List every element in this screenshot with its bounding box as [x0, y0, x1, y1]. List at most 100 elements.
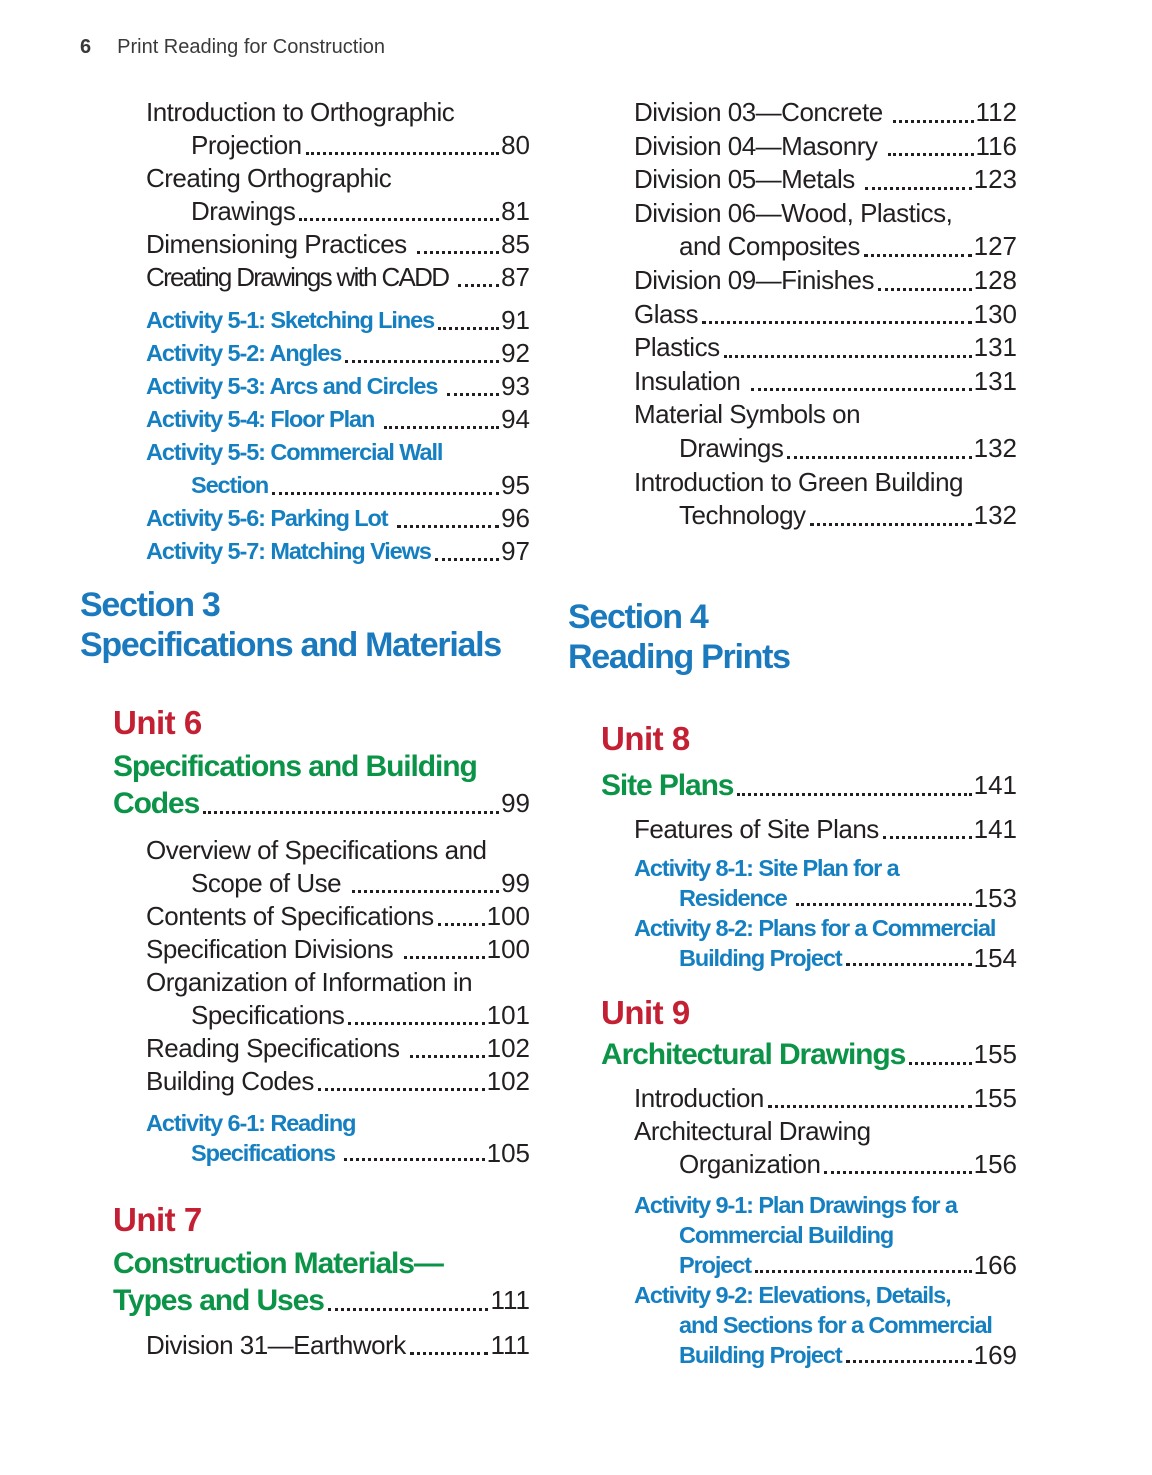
page-number: 97	[501, 536, 530, 566]
toc-line: Drawings 132	[568, 432, 1017, 466]
toc-line: Section 95	[80, 469, 530, 502]
section4: Section 4 Reading Prints	[568, 597, 1017, 677]
toc-line-text: Division 06—Wood, Plastics,	[634, 197, 953, 228]
dot-leader	[754, 1269, 972, 1273]
toc-line: Codes 99	[80, 785, 530, 822]
toc-line: Activity 5-4: Floor Plan 94	[80, 403, 530, 436]
running-head: 6 Print Reading for Construction	[80, 36, 385, 59]
toc-line: Introduction 155	[568, 1082, 1017, 1115]
unit-heading: Unit 6	[113, 704, 202, 741]
toc-line: Activity 5-7: Matching Views 97	[80, 535, 530, 568]
toc-line: Introduction to Orthographic	[80, 96, 530, 129]
toc-line-text: Specifications	[191, 1000, 345, 1030]
toc-entry: Introduction to Green Building Technology…	[568, 466, 1017, 533]
toc-line: Features of Site Plans 141	[568, 813, 1017, 846]
toc-line: Division 03—Concrete 112	[568, 96, 1017, 130]
toc-line: Specifications and Building	[80, 748, 530, 785]
toc-line-text: Activity 5-4: Floor Plan	[146, 406, 380, 432]
dot-leader	[882, 835, 972, 839]
toc-line: Specification Divisions 100	[80, 933, 530, 966]
toc-entry: Material Symbols on Drawings 132	[568, 398, 1017, 465]
toc-line: Activity 9-2: Elevations, Details,	[568, 1280, 1017, 1310]
toc-line-text: Overview of Specifications and	[146, 835, 487, 865]
toc-line-text: Creating Drawings with CADD	[146, 262, 454, 292]
page-number: 128	[973, 264, 1017, 295]
dot-leader	[410, 1055, 485, 1058]
toc-line: Architectural Drawings 155	[568, 1036, 1017, 1073]
toc-line-text: Specification Divisions	[146, 934, 400, 964]
toc-line-text: and Composites	[679, 231, 860, 262]
toc-line: Types and Uses 111	[80, 1282, 530, 1319]
toc-line: Scope of Use 99	[80, 867, 530, 900]
unit8-subtitle: Site Plans 141	[568, 767, 1017, 804]
page-number: 166	[973, 1249, 1017, 1280]
toc-entry: Activity 6-1: Reading Specifications 105	[80, 1108, 530, 1168]
toc-line-text: Project	[679, 1251, 752, 1278]
dot-leader	[327, 1308, 489, 1311]
toc-entry: Plastics 131	[568, 331, 1017, 365]
toc-line: Division 05—Metals 123	[568, 163, 1017, 197]
toc-line-text: Division 05—Metals	[634, 164, 862, 195]
dot-leader	[351, 890, 500, 893]
toc-line-text: Activity 5-5: Commercial Wall	[146, 439, 443, 465]
toc-line-text: Division 03—Concrete	[634, 97, 890, 127]
toc-line-text: Introduction to Orthographic	[146, 97, 455, 127]
dot-leader	[383, 426, 500, 429]
dot-leader	[701, 321, 972, 325]
toc-line: Glass 130	[568, 298, 1017, 332]
toc-entry: Introduction 155	[568, 1082, 1017, 1115]
page-number: 111	[490, 1285, 530, 1315]
toc-line: Commercial Building	[568, 1220, 1017, 1250]
page-number: 80	[501, 130, 530, 160]
toc-line-text: Scope of Use	[191, 868, 348, 898]
toc-line-text: Dimensioning Practices	[146, 229, 414, 259]
toc-entry: Features of Site Plans 141	[568, 813, 1017, 846]
toc-column-right: Division 03—Concrete 112 Division 04—Maso…	[568, 96, 1017, 1370]
dot-leader	[796, 902, 972, 906]
page-number: 91	[501, 305, 530, 335]
dot-leader	[877, 287, 972, 291]
page-number: 141	[973, 813, 1017, 844]
toc-line-text: Division 04—Masonry	[634, 130, 885, 161]
toc-line: Activity 8-2: Plans for a Commercial	[568, 913, 1017, 943]
page-number: 101	[486, 1000, 530, 1030]
toc-line-text: Division 31—Earthwork	[146, 1330, 406, 1360]
toc-entry: Organization of Information in Specificat…	[80, 966, 530, 1032]
page-number: 87	[501, 262, 530, 292]
toc-line-text: Features of Site Plans	[634, 813, 879, 844]
dot-leader	[824, 1170, 972, 1174]
toc-line-text: Activity 5-1: Sketching Lines	[146, 307, 435, 333]
unit-heading: Unit 7	[113, 1201, 202, 1238]
page-number: 100	[486, 901, 530, 931]
section-heading-line: Section 3	[80, 586, 221, 624]
toc-entry: Activity 5-4: Floor Plan 94	[80, 403, 530, 436]
page-number: 169	[973, 1339, 1017, 1370]
dot-leader	[457, 284, 500, 287]
toc-column-left: Introduction to Orthographic Projection 80…	[80, 96, 530, 1362]
toc-line-text: Introduction	[634, 1082, 764, 1113]
toc-line: Activity 5-1: Sketching Lines 91	[80, 304, 530, 337]
toc-line-text: Building Project	[679, 1341, 843, 1368]
toc-line-text: Plastics	[634, 332, 720, 363]
toc-line-text: Activity 5-6: Parking Lot	[146, 505, 393, 531]
dot-leader	[299, 218, 500, 221]
toc-line: Construction Materials—	[80, 1245, 530, 1282]
toc-line-text: Architectural Drawing	[634, 1115, 871, 1146]
toc-entry: Building Codes 102	[80, 1065, 530, 1098]
toc-entry: Dimensioning Practices 85	[80, 228, 530, 261]
toc-entry: Division 03—Concrete 112	[568, 96, 1017, 130]
toc-entry: Activity 8-1: Site Plan for a Residence 1…	[568, 853, 1017, 913]
toc-entry: Activity 5-6: Parking Lot 96	[80, 502, 530, 535]
unit6-activities: Activity 6-1: Reading Specifications 105	[80, 1108, 530, 1168]
toc-line-text: Activity 9-1: Plan Drawings for a	[634, 1191, 958, 1218]
toc-line-text: Codes	[113, 787, 200, 820]
toc-entry: Glass 130	[568, 298, 1017, 332]
folio-page-number: 6	[80, 36, 92, 58]
unit9: Unit 9	[568, 994, 1017, 1031]
toc-line-text: and Sections for a Commercial	[679, 1311, 993, 1338]
dot-leader	[737, 792, 972, 796]
toc-line-text: Material Symbols on	[634, 399, 861, 430]
toc-line-text: Introduction to Green Building	[634, 466, 964, 497]
toc-line: Building Codes 102	[80, 1065, 530, 1098]
